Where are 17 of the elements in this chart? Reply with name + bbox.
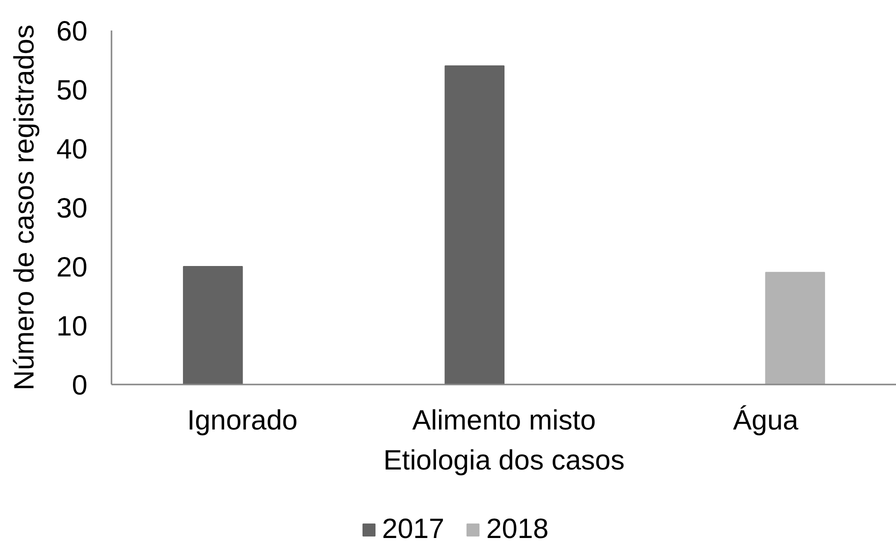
y-tick-label: 0 (72, 370, 88, 400)
bar (182, 266, 243, 384)
legend-label: 2017 (382, 513, 444, 545)
x-tick-label: Alimento misto (412, 404, 596, 436)
y-axis-title: Número de casos registrados (8, 24, 40, 390)
bar (444, 65, 504, 384)
y-tick-label: 40 (56, 134, 88, 164)
y-tick-label: 20 (56, 252, 88, 282)
x-tick-label: Água (732, 404, 799, 436)
x-tick-label: Ignorado (187, 404, 298, 436)
y-tick-label: 50 (56, 74, 88, 106)
x-axis-title: Etiologia dos casos (383, 444, 625, 476)
y-tick-label: 30 (56, 192, 88, 224)
y-tick-label: 10 (56, 310, 88, 342)
bar (765, 272, 826, 384)
legend-label: 2018 (486, 513, 549, 545)
y-tick-label: 60 (56, 16, 88, 46)
